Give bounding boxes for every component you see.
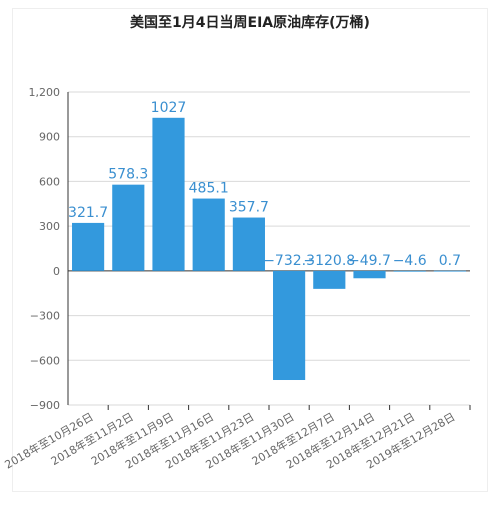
y-tick-label: 1,200 (29, 86, 61, 99)
bar (273, 270, 306, 381)
data-label: 321.7 (68, 205, 108, 221)
bar (393, 270, 426, 272)
data-label: −49.7 (348, 253, 391, 269)
y-tick-label: 0 (53, 265, 60, 278)
y-tick-label: 900 (39, 131, 60, 144)
y-tick-label: −600 (30, 354, 60, 367)
bar (433, 270, 466, 272)
bar (353, 270, 386, 279)
chart-title: 美国至1月4日当周EIA原油库存(万桶) (130, 15, 370, 31)
data-label: 357.7 (229, 200, 269, 216)
y-tick-label: −900 (30, 399, 60, 412)
bar (72, 222, 105, 271)
bar (192, 198, 225, 271)
data-label: 485.1 (189, 181, 229, 197)
data-label: −732.3 (263, 253, 315, 269)
bar (232, 217, 265, 271)
data-label: 578.3 (108, 167, 148, 183)
data-label: −120.8 (303, 253, 355, 269)
bar (152, 117, 185, 271)
bar (313, 270, 346, 289)
y-tick-label: 600 (39, 175, 60, 188)
data-label: −4.6 (393, 253, 427, 269)
data-label: 0.7 (439, 253, 461, 269)
y-tick-label: 300 (39, 220, 60, 233)
bar (112, 184, 145, 271)
data-label: 1027 (151, 100, 187, 116)
y-tick-label: −300 (30, 310, 60, 323)
